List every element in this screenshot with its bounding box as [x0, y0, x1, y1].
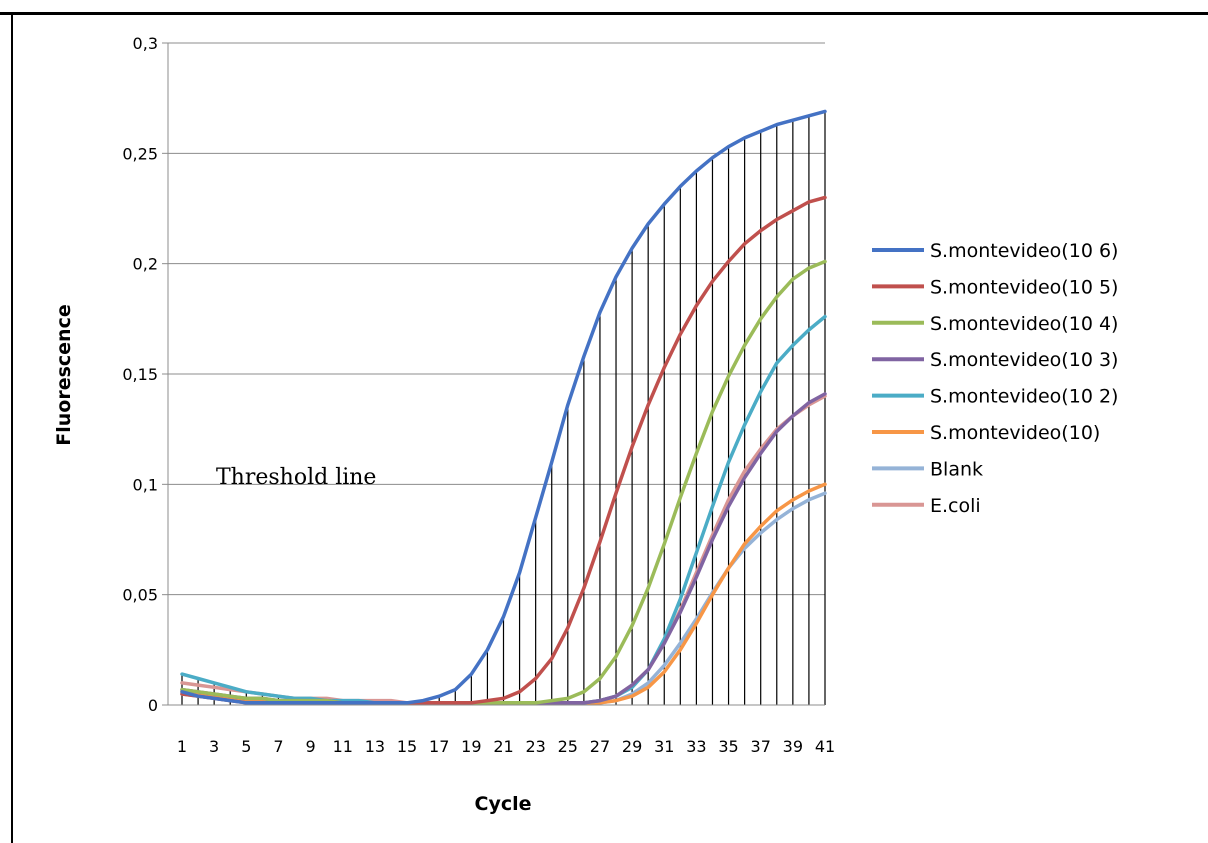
y-tick-label: 0	[148, 696, 158, 715]
y-tick-label: 0,05	[122, 586, 158, 605]
x-tick-label: 15	[397, 737, 417, 756]
x-tick-label: 23	[525, 737, 545, 756]
x-tick-label: 9	[306, 737, 316, 756]
x-tick-label: 37	[751, 737, 771, 756]
y-tick-labels: 0 0,05 0,1 0,15 0,2 0,25 0,3	[122, 34, 158, 715]
x-tick-label: 1	[177, 737, 187, 756]
legend-label: Blank	[930, 458, 983, 480]
x-tick-label: 7	[273, 737, 283, 756]
y-tick-label: 0,3	[133, 34, 158, 53]
x-tick-label: 21	[493, 737, 513, 756]
legend-label: S.montevideo(10 6)	[930, 240, 1118, 262]
legend-label: S.montevideo(10 2)	[930, 386, 1118, 408]
x-tick-label: 17	[429, 737, 449, 756]
x-tick-label: 25	[558, 737, 578, 756]
y-tick-label: 0,25	[122, 144, 158, 163]
x-tick-label: 19	[461, 737, 481, 756]
legend: S.montevideo(10 6) S.montevideo(10 5) S.mo…	[872, 240, 1118, 517]
x-tick-label: 3	[209, 737, 219, 756]
y-tick-label: 0,1	[133, 475, 158, 494]
x-tick-label: 13	[365, 737, 385, 756]
legend-label: S.montevideo(10 3)	[930, 349, 1118, 371]
axes	[167, 43, 825, 706]
x-tick-label: 29	[622, 737, 642, 756]
frame-left-border	[11, 12, 13, 843]
legend-label: S.montevideo(10 5)	[930, 276, 1118, 298]
x-tick-label: 35	[718, 737, 738, 756]
x-tick-label: 27	[590, 737, 610, 756]
series-line	[180, 109, 827, 705]
series-line	[180, 259, 827, 705]
x-tick-label: 11	[333, 737, 353, 756]
x-tick-label: 31	[654, 737, 674, 756]
y-tick-label: 0,2	[133, 255, 158, 274]
x-tick-label: 5	[241, 737, 251, 756]
frame-top-border	[0, 12, 1208, 15]
y-tick-label: 0,15	[122, 365, 158, 384]
x-axis-title: Cycle	[475, 793, 532, 815]
gridlines	[162, 42, 825, 706]
x-tick-label: 39	[783, 737, 803, 756]
x-tick-labels: 1 3 5 7 9 11 13 15 17 19 21 23 25 27 29 31 33 35 37 39 41	[177, 737, 835, 756]
series-lines	[180, 109, 827, 705]
legend-label: E.coli	[930, 495, 981, 517]
x-tick-label: 41	[815, 737, 835, 756]
annotation-threshold-line: Threshold line	[216, 465, 376, 490]
x-tick-label: 33	[686, 737, 706, 756]
legend-label: S.montevideo(10)	[930, 422, 1100, 444]
legend-label: S.montevideo(10 4)	[930, 313, 1118, 335]
y-axis-title: Fluorescence	[53, 304, 75, 445]
